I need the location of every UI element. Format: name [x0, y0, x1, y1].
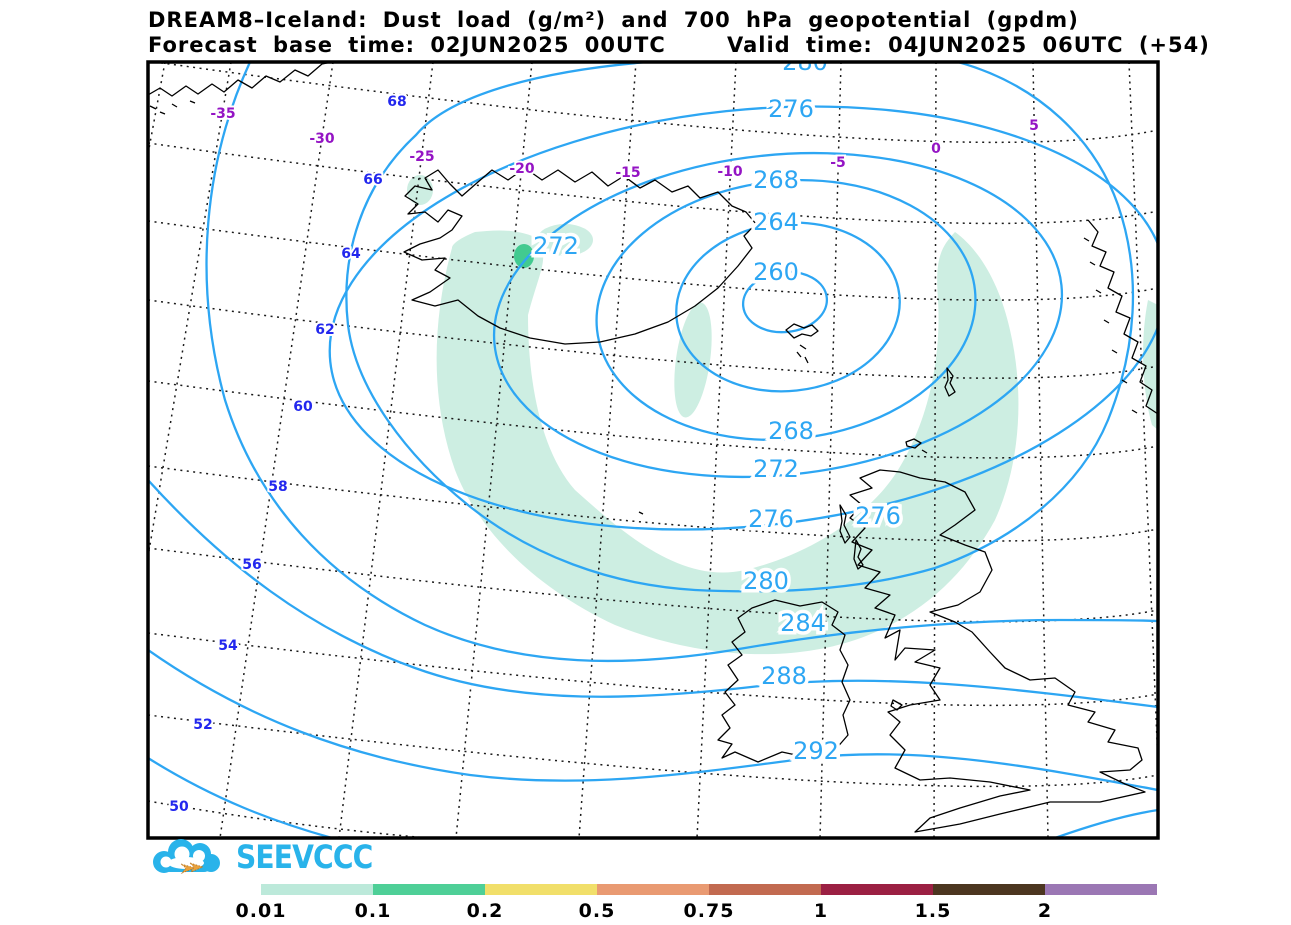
legend-tick: 1: [813, 900, 829, 922]
coast-greenland-islets: [149, 100, 196, 115]
contour-264: [675, 221, 901, 393]
latitude-label: 66: [363, 172, 382, 188]
contour-296-east: [1054, 808, 1158, 838]
longitude-label-layer: -35 -30 -25 -20 -15 -10 -5 0 5: [208, 104, 1041, 183]
contour-label: 276: [855, 502, 901, 530]
coast-isle-of-man: [890, 699, 903, 711]
legend-tick: 0.75: [683, 900, 735, 922]
latitude-label: 54: [218, 638, 238, 654]
coast-hebrides: [839, 504, 864, 570]
contour-label: 292: [793, 737, 839, 765]
contour-label: 272: [533, 232, 579, 260]
coast-norway: [1087, 219, 1158, 415]
contour-292: [148, 649, 1158, 792]
dust-patch-se-iceland: [674, 302, 712, 418]
contour-label: 280: [782, 48, 828, 76]
contour-284: [205, 62, 1158, 663]
contour-label: 276: [748, 505, 794, 533]
contour-label: 284: [780, 609, 826, 637]
latitude-label: 50: [169, 799, 189, 815]
latitude-label-layer: 68 66 64 62 60 58 56 54 52 50: [167, 92, 408, 817]
longitude-label: -15: [615, 165, 640, 181]
contour-label: 288: [761, 662, 807, 690]
contour-label: 268: [753, 166, 799, 194]
dust-load-legend: 0.01 0.1 0.2 0.5 0.75 1 1.5 2: [236, 884, 1157, 922]
longitude-label: -5: [830, 155, 846, 171]
contour-272: [492, 151, 1064, 479]
coast-britain: [849, 469, 1146, 833]
contour-276: [328, 105, 1158, 531]
logo-text: SEEVCCC: [236, 838, 373, 876]
longitude-label: -35: [210, 106, 235, 122]
longitude-label: -30: [309, 131, 335, 147]
latitude-label: 68: [387, 94, 406, 110]
contour-296-west: [148, 757, 333, 838]
map-title: DREAM8–Iceland: Dust load (g/m²) and 700…: [148, 8, 1079, 32]
graticule: [148, 62, 1158, 838]
longitude-label: 5: [1029, 118, 1039, 134]
contour-label: 276: [768, 95, 814, 123]
contour-label-layer: 280 276 268 264 260 272 268 272 276 276 280 284 288 2…: [530, 48, 905, 769]
latitude-label: 62: [315, 322, 334, 338]
coast-faroes: [785, 323, 819, 364]
latitude-label: 64: [341, 246, 361, 262]
legend-segment: [933, 884, 1045, 895]
contour-label: 272: [753, 455, 799, 483]
coast-ireland: [717, 599, 851, 763]
contour-label: 260: [753, 258, 799, 286]
dust-patch-nw-iceland: [407, 175, 433, 205]
longitude-label: -20: [509, 161, 535, 177]
dust-patch-norway: [1143, 300, 1158, 430]
cloud-icon: [153, 839, 220, 874]
map-border: [146, 60, 1160, 840]
latitude-label: 58: [268, 479, 287, 495]
contour-280: [345, 62, 1135, 593]
legend-segment: [485, 884, 597, 895]
seevccc-logo: SEEVCCC: [148, 838, 391, 876]
contour-268: [595, 179, 977, 441]
legend-tick: 0.5: [578, 900, 616, 922]
rockall-islet: [638, 511, 644, 515]
legend-tick: 0.1: [354, 900, 392, 922]
legend-tick: 0.01: [235, 900, 287, 922]
map-subtitle: Forecast base time: 02JUN2025 00UTC Vali…: [148, 33, 1210, 57]
longitude-label: -25: [409, 149, 434, 165]
legend-color-bar: [261, 884, 1157, 895]
dust-patch-iceland-coast: [537, 224, 593, 256]
contour-label: 280: [743, 567, 789, 595]
coast-iceland: [403, 167, 757, 345]
coast-orkney: [905, 438, 928, 454]
coast-greenland: [148, 62, 333, 97]
legend-segment: [821, 884, 933, 895]
coast-shetland: [944, 367, 956, 397]
legend-tick: 1.5: [914, 900, 952, 922]
dust-patch-dense: [514, 244, 534, 268]
legend-segment: [373, 884, 485, 895]
legend-tick: 0.2: [466, 900, 504, 922]
dust-area-main: [436, 230, 1019, 655]
legend-segment: [261, 884, 373, 895]
contour-label: 264: [753, 208, 799, 236]
dust-shading-layer: [407, 175, 1158, 655]
longitude-label: 0: [931, 141, 941, 157]
legend-tick: 2: [1037, 900, 1053, 922]
longitude-label: -10: [717, 164, 743, 180]
legend-segment: [709, 884, 821, 895]
contour-label: 268: [768, 417, 814, 445]
coastlines: [148, 62, 1158, 833]
latitude-label: 56: [242, 557, 261, 573]
coast-norway-islets: [1083, 237, 1138, 414]
legend-segment: [597, 884, 709, 895]
legend-segment: [1045, 884, 1157, 895]
contour-288: [148, 479, 1158, 709]
geopotential-contours: [148, 62, 1158, 838]
latitude-label: 52: [193, 717, 212, 733]
latitude-label: 60: [293, 399, 313, 415]
